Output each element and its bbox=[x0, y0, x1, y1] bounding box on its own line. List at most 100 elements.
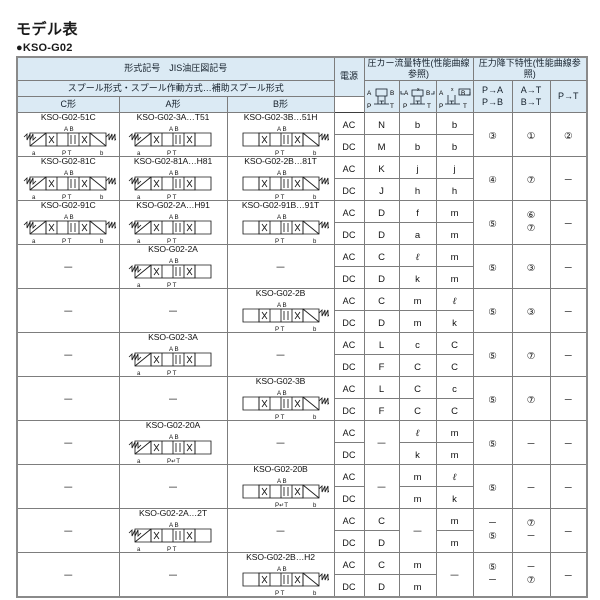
model-table: 形式記号 JIS油圧図記号 電源 圧カー流量特性(性能曲線参照) 圧力降下特性(… bbox=[16, 55, 589, 599]
svg-text:P T: P T bbox=[167, 238, 177, 244]
cell-power-source: DC bbox=[333, 133, 365, 158]
model-code: KSO-G02-20B bbox=[253, 464, 308, 475]
empty-dash: － bbox=[167, 481, 179, 494]
cell-value: ⑦ bbox=[526, 574, 536, 586]
header-col-c: C形 bbox=[16, 96, 120, 113]
cell-model-b: KSO-G02-2B…H2 A B P T b bbox=[226, 552, 335, 598]
cell-model-c: － bbox=[16, 552, 120, 598]
cell-value: C bbox=[451, 339, 458, 351]
cell-value: m bbox=[450, 273, 459, 285]
svg-text:A B: A B bbox=[277, 214, 287, 221]
cell-model-c: － bbox=[16, 376, 120, 422]
cell-flow-2: k bbox=[398, 442, 437, 466]
svg-text:a: a bbox=[137, 459, 141, 464]
model-code: KSO-G02-2B…H2 bbox=[246, 552, 315, 563]
hydraulic-symbol-icon: A B P T a b bbox=[23, 126, 117, 156]
cell-flow-3: ℓ bbox=[435, 464, 474, 488]
cell-power-source: DC bbox=[333, 222, 365, 246]
cell-value: AC bbox=[342, 427, 356, 438]
cell-value: M bbox=[377, 141, 386, 153]
cell-value: L bbox=[378, 383, 385, 395]
cell-flow-3: C bbox=[435, 332, 474, 356]
cell-value: m bbox=[450, 251, 459, 263]
empty-dash: － bbox=[62, 525, 74, 538]
cell-value: DC bbox=[342, 537, 356, 548]
empty-dash: － bbox=[62, 569, 74, 582]
cell-value: N bbox=[378, 119, 385, 131]
model-code: KSO-G02-3B bbox=[255, 376, 306, 387]
cell-value: C bbox=[414, 361, 421, 373]
cell-value: － bbox=[487, 517, 498, 529]
cell-model-c: － bbox=[16, 244, 120, 290]
cell-power-source: DC bbox=[333, 398, 365, 422]
model-code: KSO-G02-3A bbox=[148, 332, 198, 343]
empty-dash: － bbox=[449, 569, 461, 582]
cell-value: a bbox=[414, 229, 421, 241]
model-code: KSO-G02-81A…H81 bbox=[133, 156, 213, 167]
cell-model-b: － bbox=[226, 244, 335, 290]
cell-value: m bbox=[413, 581, 422, 593]
cell-power-source: DC bbox=[333, 486, 365, 510]
cell-value: m bbox=[450, 515, 459, 527]
cell-value: ℓ bbox=[415, 428, 420, 439]
cell-model-b: － bbox=[226, 420, 335, 466]
cell-drop-pt: － bbox=[549, 156, 588, 202]
svg-text:A B: A B bbox=[169, 522, 179, 529]
header-power-source: 電源 bbox=[333, 56, 365, 97]
cell-value: ⑦ bbox=[526, 222, 536, 234]
cell-value: DC bbox=[342, 449, 356, 460]
cell-value: F bbox=[378, 361, 385, 373]
cell-flow-3: C bbox=[435, 354, 474, 378]
cell-flow-3: b bbox=[435, 133, 474, 158]
cell-flow-3: C bbox=[435, 398, 474, 422]
cell-model-c: － bbox=[16, 508, 120, 554]
cell-value: k bbox=[415, 273, 420, 285]
svg-text:a: a bbox=[32, 195, 36, 200]
empty-dash: － bbox=[167, 393, 179, 406]
cell-value: m bbox=[413, 471, 422, 483]
cell-value: F bbox=[378, 405, 385, 417]
cell-value: m bbox=[450, 207, 459, 219]
svg-text:A B: A B bbox=[277, 170, 287, 177]
cell-flow-2: h bbox=[398, 178, 437, 202]
svg-text:P T: P T bbox=[275, 194, 285, 200]
cell-power-source: DC bbox=[333, 178, 365, 202]
cell-value: ③ bbox=[488, 130, 497, 142]
cell-value: － bbox=[563, 218, 574, 230]
cell-model-a: － bbox=[118, 376, 228, 422]
cell-value: C bbox=[414, 405, 421, 417]
cell-value: b bbox=[414, 119, 421, 131]
model-code: KSO-G02-2A…2T bbox=[139, 508, 207, 519]
cell-flow-2: m bbox=[398, 310, 437, 334]
svg-text:A: A bbox=[439, 90, 444, 97]
model-code: KSO-G02-3A…T51 bbox=[136, 112, 210, 122]
cell-value: AC bbox=[342, 339, 356, 350]
title-block: モデル表 ●KSO-G02 bbox=[0, 0, 600, 56]
model-code: KSO-G02-2A…H91 bbox=[136, 200, 210, 211]
cell-flow-1: － bbox=[363, 464, 400, 510]
cell-flow-3: m bbox=[435, 508, 474, 532]
cell-value: ③ bbox=[526, 262, 536, 274]
cell-value: C bbox=[378, 295, 385, 307]
svg-text:A B: A B bbox=[277, 566, 287, 573]
cell-value: h bbox=[451, 185, 458, 197]
cell-drop-at-bt: ① bbox=[511, 111, 551, 158]
cell-model-a: KSO-G02-2A…2T A B P T a bbox=[118, 508, 228, 554]
cell-value: D bbox=[378, 207, 385, 219]
empty-dash: － bbox=[275, 261, 287, 274]
cell-flow-3: b bbox=[435, 112, 474, 135]
cell-flow-1: N bbox=[363, 112, 400, 135]
cell-drop-pa-pb: ⑤ bbox=[472, 288, 513, 334]
cell-value: h bbox=[414, 185, 421, 197]
cell-value: DC bbox=[342, 317, 356, 328]
drop-pa: P→A bbox=[482, 85, 504, 96]
cell-value: DC bbox=[342, 581, 356, 592]
cell-flow-2: m bbox=[398, 464, 437, 488]
header-spool-type: スプール形式・スプール作動方式…補助スプール形式 bbox=[16, 80, 335, 97]
